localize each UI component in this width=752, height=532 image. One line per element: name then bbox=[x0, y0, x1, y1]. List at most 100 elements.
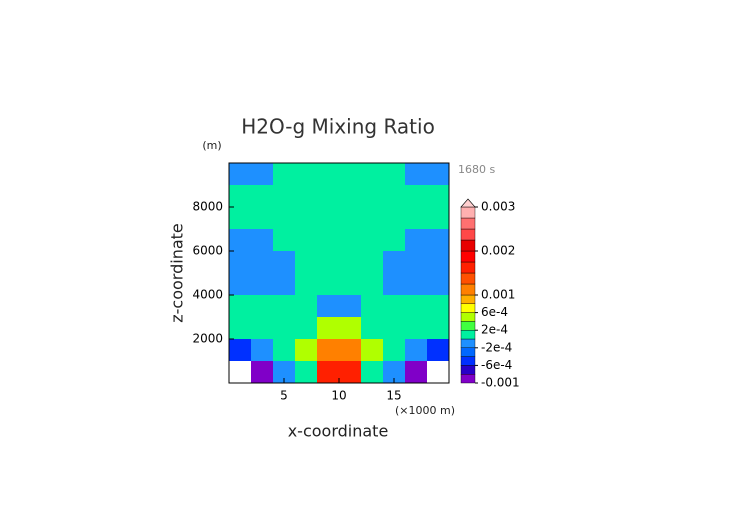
colorbar-band bbox=[460, 330, 476, 340]
x-unit: (×1000 m) bbox=[395, 404, 455, 417]
field-cell bbox=[383, 317, 406, 340]
colorbar-band bbox=[460, 272, 476, 285]
colorbar-label: -6e-4 bbox=[481, 358, 512, 372]
colorbar-label: -2e-4 bbox=[481, 340, 512, 354]
field-cell bbox=[383, 229, 406, 252]
colorbar-label: -0.001 bbox=[481, 376, 520, 390]
field-cell bbox=[339, 295, 362, 318]
field-cell bbox=[339, 339, 362, 362]
field-cell bbox=[229, 229, 252, 252]
field-cell bbox=[427, 361, 450, 384]
field-cell bbox=[251, 229, 274, 252]
field-cell bbox=[427, 185, 450, 208]
colorbar-band bbox=[460, 294, 476, 305]
field-cell bbox=[361, 207, 384, 230]
field-cell bbox=[383, 273, 406, 296]
field-cell bbox=[295, 185, 318, 208]
field-cell bbox=[295, 207, 318, 230]
field-cell bbox=[317, 361, 340, 384]
field-cell bbox=[427, 207, 450, 230]
field-cell bbox=[405, 317, 428, 340]
field-cell bbox=[251, 273, 274, 296]
colorbar-band bbox=[460, 303, 476, 313]
field-cell bbox=[339, 163, 362, 186]
field-cell bbox=[317, 207, 340, 230]
field-cell bbox=[383, 207, 406, 230]
colorbar-band bbox=[460, 206, 476, 219]
field-cell bbox=[405, 251, 428, 274]
field-cell bbox=[361, 273, 384, 296]
colorbar-label: 0.001 bbox=[481, 288, 515, 302]
field-cell bbox=[229, 339, 252, 362]
y-tick-label: 6000 bbox=[192, 244, 223, 258]
colorbar-band bbox=[460, 283, 476, 296]
colorbar-label: 6e-4 bbox=[481, 305, 508, 319]
colorbar-band bbox=[460, 338, 476, 349]
field-cell bbox=[229, 295, 252, 318]
colorbar-extension bbox=[460, 198, 476, 208]
field-cell bbox=[251, 185, 274, 208]
field-cell bbox=[229, 185, 252, 208]
field-cell bbox=[295, 229, 318, 252]
field-cell bbox=[295, 163, 318, 186]
colorbar-band bbox=[460, 250, 476, 263]
field-cell bbox=[317, 163, 340, 186]
field-cell bbox=[427, 295, 450, 318]
colorbar-band bbox=[460, 228, 476, 241]
field-cell bbox=[317, 185, 340, 208]
field-cell bbox=[405, 207, 428, 230]
field-cell bbox=[229, 273, 252, 296]
field-cell bbox=[361, 361, 384, 384]
field-cell bbox=[383, 361, 406, 384]
field-cell bbox=[405, 295, 428, 318]
colorbar-band bbox=[460, 347, 476, 357]
field-cell bbox=[273, 229, 296, 252]
field-cell bbox=[251, 207, 274, 230]
x-tick-label: 10 bbox=[331, 389, 346, 403]
colorbar-band bbox=[460, 365, 476, 375]
field-cell bbox=[361, 251, 384, 274]
x-tick-label: 5 bbox=[280, 389, 288, 403]
field-cell bbox=[339, 361, 362, 384]
colorbar-band bbox=[460, 312, 476, 322]
field-cell bbox=[405, 273, 428, 296]
field-cell bbox=[229, 251, 252, 274]
field-cell bbox=[339, 317, 362, 340]
colorbar-band bbox=[460, 321, 476, 331]
y-tick-label: 4000 bbox=[192, 288, 223, 302]
field-cell bbox=[361, 295, 384, 318]
field-cell bbox=[229, 163, 252, 186]
field-cell bbox=[273, 185, 296, 208]
colorbar-band bbox=[460, 217, 476, 230]
y-tick-label: 8000 bbox=[192, 200, 223, 214]
field-cell bbox=[383, 163, 406, 186]
field-cell bbox=[405, 361, 428, 384]
field-cell bbox=[295, 317, 318, 340]
y-tick-label: 2000 bbox=[192, 332, 223, 346]
field-cell bbox=[295, 251, 318, 274]
colorbar-label: 0.002 bbox=[481, 244, 515, 258]
field-cell bbox=[273, 273, 296, 296]
field-cell bbox=[427, 273, 450, 296]
field-cell bbox=[317, 295, 340, 318]
field-cell bbox=[405, 229, 428, 252]
field-cell bbox=[339, 251, 362, 274]
field-cell bbox=[339, 273, 362, 296]
y-axis-label: z-coordinate bbox=[168, 223, 187, 323]
field-cell bbox=[427, 229, 450, 252]
field-cell bbox=[229, 317, 252, 340]
field-cell bbox=[317, 339, 340, 362]
field-cell bbox=[361, 185, 384, 208]
field-cell bbox=[251, 295, 274, 318]
field-cell bbox=[361, 163, 384, 186]
field-cell bbox=[273, 317, 296, 340]
field-cell bbox=[427, 163, 450, 186]
field-cell bbox=[295, 295, 318, 318]
field-cell bbox=[251, 361, 274, 384]
field-cell bbox=[339, 229, 362, 252]
colorbar-band bbox=[460, 239, 476, 252]
colorbar-band bbox=[460, 261, 476, 274]
field-cell bbox=[251, 163, 274, 186]
chart-title: H2O-g Mixing Ratio bbox=[241, 115, 435, 139]
